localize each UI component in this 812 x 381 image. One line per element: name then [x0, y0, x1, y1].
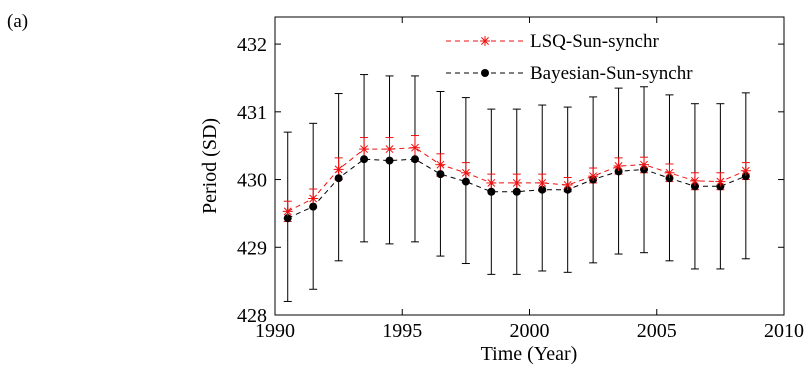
x-tick-label: 2000	[510, 320, 550, 342]
data-point	[410, 155, 419, 164]
data-point	[538, 185, 547, 194]
data-point	[282, 206, 293, 217]
data-point	[715, 176, 726, 187]
data-point	[460, 167, 471, 178]
data-point	[436, 170, 445, 179]
data-point	[664, 167, 675, 178]
data-point	[435, 159, 446, 170]
legend-entry: Bayesian-Sun-synchr	[446, 63, 693, 84]
data-point	[359, 144, 370, 155]
y-tick-label: 429	[237, 237, 267, 259]
x-axis-label: Time (Year)	[481, 343, 578, 365]
y-tick-label: 431	[237, 102, 267, 124]
data-point	[360, 155, 369, 164]
legend-label: Bayesian-Sun-synchr	[530, 63, 693, 84]
data-point	[562, 179, 573, 190]
data-point	[511, 177, 522, 188]
y-tick-label: 430	[237, 170, 267, 192]
legend-label: LSQ-Sun-synchr	[530, 31, 659, 52]
x-tick-label: 2005	[637, 320, 677, 342]
data-point	[741, 172, 750, 181]
data-point	[740, 165, 751, 176]
y-tick-label: 428	[237, 305, 267, 327]
axis-ticks: 1990 1995 2000 2005 2010 428 429 430 431 432	[237, 17, 804, 342]
data-point	[333, 164, 344, 175]
data-point	[614, 167, 623, 176]
data-point	[639, 159, 650, 170]
data-point	[613, 161, 624, 171]
data-point	[385, 156, 394, 165]
y-tick-label: 432	[237, 34, 267, 56]
legend-entry: LSQ-Sun-synchr	[446, 31, 659, 52]
data-point	[537, 177, 548, 188]
data-point	[309, 202, 318, 211]
data-point	[283, 214, 292, 223]
data-point	[308, 193, 319, 204]
data-point	[665, 174, 674, 183]
legend-marker	[480, 36, 490, 46]
x-tick-label: 2010	[764, 320, 804, 342]
data-point	[690, 182, 699, 191]
data-point	[486, 177, 497, 188]
data-point	[461, 177, 470, 186]
data-point	[689, 175, 700, 186]
legend-marker	[481, 69, 489, 77]
data-point	[512, 187, 521, 196]
data-point	[384, 144, 395, 155]
series-markers	[282, 142, 751, 223]
y-axis-label: Period (SD)	[199, 118, 221, 214]
legend: LSQ-Sun-synchr Bayesian-Sun-synchr	[446, 31, 693, 84]
data-point	[487, 187, 496, 196]
data-point	[588, 171, 599, 182]
data-point	[334, 174, 343, 183]
panel-label: (a)	[7, 11, 28, 32]
plot-area-frame	[274, 16, 785, 316]
data-point	[409, 142, 420, 153]
x-tick-label: 1995	[382, 320, 422, 342]
x-tick-label: 1990	[255, 320, 295, 342]
